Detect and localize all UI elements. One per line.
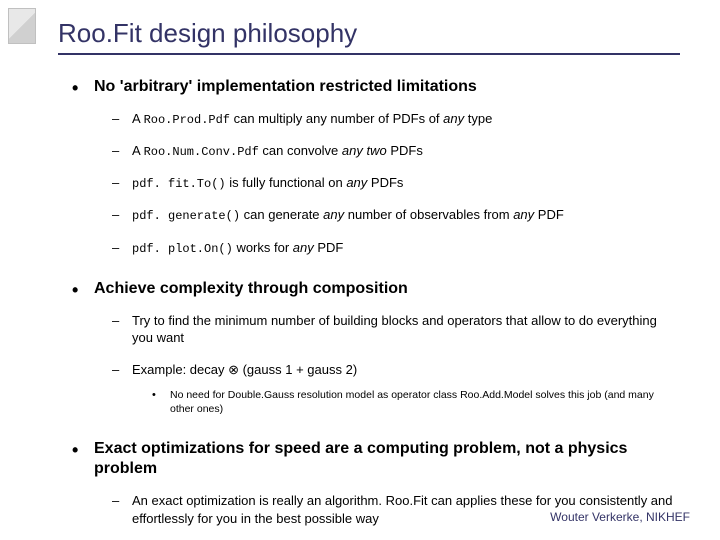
bullet-text: No 'arbitrary' implementation restricted… (94, 78, 477, 95)
bullet-list-level2: A Roo.Prod.Pdf can multiply any number o… (94, 110, 680, 257)
page-title: Roo.Fit design philosophy (58, 18, 680, 55)
bullet-list-level1: No 'arbitrary' implementation restricted… (58, 77, 680, 527)
italic-text: any (346, 175, 367, 190)
sub-bullet: pdf. fit.To() is fully functional on any… (112, 174, 680, 192)
sub-bullet: pdf. generate() can generate any number … (112, 206, 680, 224)
slide-content: Roo.Fit design philosophy No 'arbitrary'… (0, 0, 720, 527)
bullet-item: No 'arbitrary' implementation restricted… (72, 77, 680, 257)
text: A (132, 143, 144, 158)
bullet-list-level2: Try to find the minimum number of buildi… (94, 312, 680, 417)
sub-bullet: A Roo.Num.Conv.Pdf can convolve any two … (112, 142, 680, 160)
sub-bullet: Example: decay ⊗ (gauss 1 + gauss 2) No … (112, 361, 680, 417)
code-text: Roo.Prod.Pdf (144, 113, 230, 127)
sub-bullet: Try to find the minimum number of buildi… (112, 312, 680, 347)
code-text: pdf. fit.To() (132, 177, 226, 191)
footer-credit: Wouter Verkerke, NIKHEF (550, 510, 690, 524)
text: PDF (314, 240, 344, 255)
bullet-list-level3: No need for Double.Gauss resolution mode… (132, 388, 680, 416)
code-text: pdf. generate() (132, 209, 240, 223)
text: can multiply any number of PDFs of (230, 111, 443, 126)
text: can generate (240, 207, 323, 222)
text: PDF (534, 207, 564, 222)
italic-text: any (513, 207, 534, 222)
corner-logo (8, 8, 36, 44)
sub-sub-bullet: No need for Double.Gauss resolution mode… (152, 388, 680, 416)
italic-text: any (443, 111, 464, 126)
italic-text: any (323, 207, 344, 222)
code-text: Roo.Num.Conv.Pdf (144, 145, 259, 159)
bullet-text: Exact optimizations for speed are a comp… (94, 440, 627, 478)
code-text: pdf. plot.On() (132, 242, 233, 256)
text: A (132, 111, 144, 126)
italic-text: any (293, 240, 314, 255)
text: PDFs (367, 175, 403, 190)
text: Example: decay ⊗ (gauss 1 + gauss 2) (132, 362, 357, 377)
text: number of observables from (344, 207, 513, 222)
bullet-text: Achieve complexity through composition (94, 280, 408, 297)
text: type (464, 111, 492, 126)
text: Try to find the minimum number of buildi… (132, 313, 657, 346)
text: PDFs (387, 143, 423, 158)
text: works for (233, 240, 293, 255)
bullet-item: Achieve complexity through composition T… (72, 279, 680, 417)
sub-bullet: pdf. plot.On() works for any PDF (112, 239, 680, 257)
text: is fully functional on (226, 175, 347, 190)
italic-text: any two (342, 143, 387, 158)
sub-bullet: A Roo.Prod.Pdf can multiply any number o… (112, 110, 680, 128)
text: No need for Double.Gauss resolution mode… (170, 389, 654, 415)
text: can convolve (259, 143, 342, 158)
